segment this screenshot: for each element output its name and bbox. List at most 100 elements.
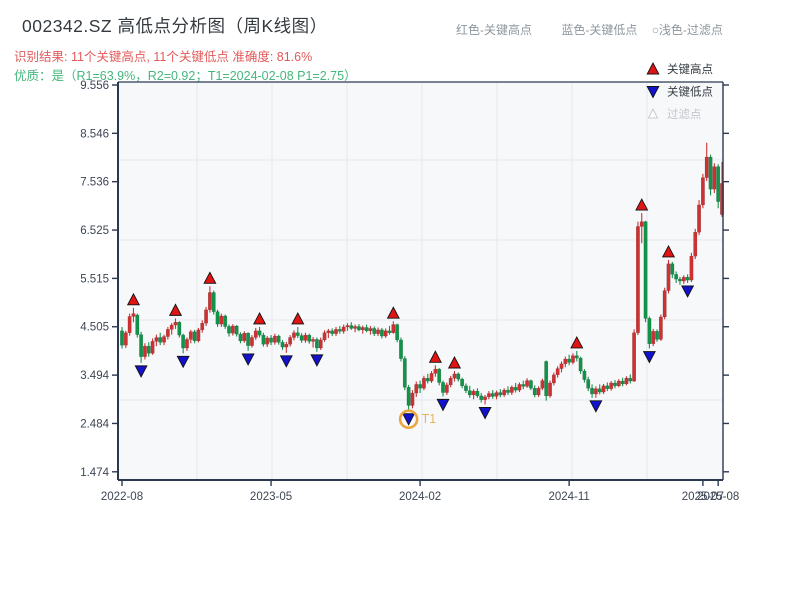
candle [196,329,201,342]
key-high-marker [661,245,676,258]
key-high-marker [253,312,267,325]
candle [464,385,468,391]
candle [299,335,304,341]
candle [146,345,151,354]
candle [647,318,652,344]
candle [616,380,621,387]
candle [571,355,575,363]
candle [337,329,342,332]
candle [207,292,212,310]
candle [280,342,285,348]
key-low-marker [241,353,255,366]
candle [521,384,526,387]
candle [605,385,610,389]
candle [307,334,312,342]
key-high-marker [168,303,183,316]
candle [204,309,208,324]
candle [639,221,644,227]
candle [536,388,541,396]
key-low-marker [310,354,324,367]
candle [364,327,369,332]
candle [322,332,327,341]
candle [284,344,289,348]
candle [131,313,136,317]
key-high-marker [291,312,305,325]
candle [120,330,124,346]
candle [425,377,430,382]
candle [601,385,606,393]
candle [456,373,461,380]
candle [230,325,235,334]
x-tick-label: 2022-08 [101,491,143,503]
key-high-marker [635,198,649,211]
candle [597,388,602,393]
candle [555,368,560,376]
candle [563,358,568,365]
candle [185,339,189,349]
color-key-low-label: 蓝色-关键低点 [561,23,638,37]
candle [383,330,388,337]
candle [548,382,552,397]
key-high-marker [570,335,584,349]
candle [517,384,522,391]
candle [349,325,354,329]
legend-item-label: 关键高点 [667,62,713,76]
y-tick-label: 6.525 [80,225,109,237]
candle [376,329,380,334]
candle [387,330,392,333]
candle [471,390,476,396]
candle [444,384,449,393]
key-high-marker [447,356,462,369]
key-low-marker [589,400,603,413]
y-tick-label: 3.494 [80,370,109,382]
candle [578,357,583,372]
candle [181,334,186,349]
candle [624,377,629,385]
candle [353,326,358,329]
candle [414,384,419,394]
key-high-marker [386,306,400,319]
candle [689,255,694,281]
plot-area [118,82,723,480]
candle [162,336,166,343]
candle [211,292,216,312]
candle [265,337,270,345]
candle [173,321,178,326]
candle [311,339,315,342]
candle [402,358,407,388]
candle [441,382,445,393]
candle [418,384,422,389]
key-low-marker [134,365,148,378]
candle [509,387,514,393]
candle [139,334,144,357]
candle [674,274,679,280]
legend-high-icon [646,62,660,75]
candle [502,389,507,396]
candle [437,368,442,383]
key-high-marker [126,292,141,306]
candle [433,368,438,374]
candle [192,331,197,342]
candle [582,370,587,380]
candle [422,377,426,389]
x-tick-label: 2024-02 [399,491,441,503]
candle [188,331,193,340]
y-tick-label: 2.484 [80,418,109,430]
t1-label: T1 [422,412,437,426]
candle [467,390,472,396]
candle [643,221,648,319]
candle [242,332,247,342]
candle [636,226,640,333]
t1-ring [398,409,419,430]
legend-item-label: 过滤点 [667,108,702,121]
color-key-filtered-label: ○浅色-过滤点 [651,23,723,37]
candle [123,332,128,346]
candle [150,341,155,354]
candle [269,337,273,343]
quality-summary-text: 优质：是（R1=63.9%，R2=0.92；T1=2024-02-08 P1=2… [14,69,357,83]
key-low-marker [681,285,695,298]
candle [712,166,717,190]
legend-item-label: 关键低点 [667,85,713,99]
candle [590,388,594,395]
